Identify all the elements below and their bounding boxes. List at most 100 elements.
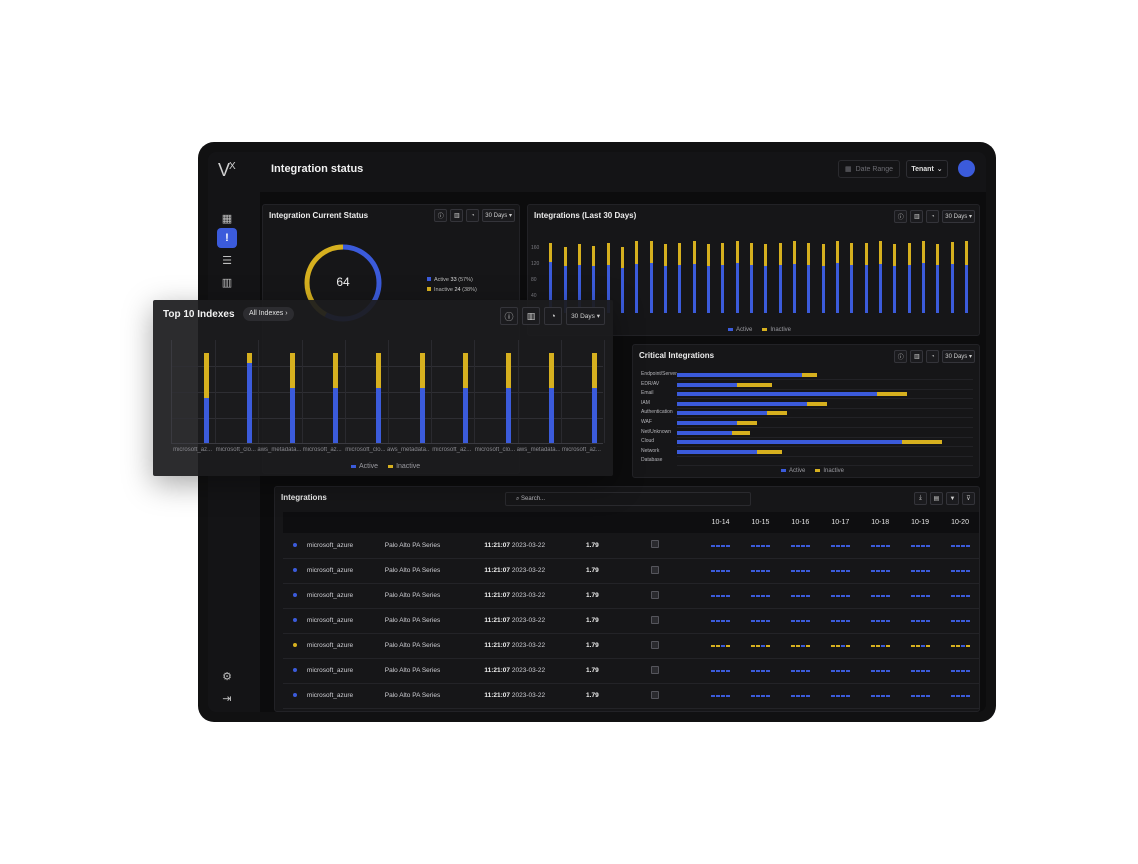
status-dash [845,595,850,597]
filter-button[interactable]: ▼ [946,492,959,505]
status-dash [845,670,850,672]
status-dash [870,570,875,572]
integrations-table: 10-14 10-15 10-16 10-17 10-18 10-19 10-20 micr… [283,512,979,709]
status-cell [283,608,307,634]
pie-chart-button[interactable]: ◔ [926,350,940,363]
top10-x-label: aws_metadata... [516,447,560,453]
dashboard-icon[interactable]: ▦ [221,212,233,225]
legend-swatch [728,327,733,331]
status-dash [726,595,731,597]
top10-gridline-v [474,340,476,443]
status-dash [910,645,915,647]
reports-icon[interactable]: ▥ [221,276,233,289]
top10-legend: Active Inactive [351,463,420,470]
tasks-icon[interactable]: ☰ [222,254,232,267]
status-dash [726,620,731,622]
logout-icon[interactable]: ⇥ [222,692,232,705]
trend-bar-active [692,263,696,313]
columns-button[interactable]: ▤ [930,492,943,505]
pie-chart-button[interactable]: ◔ [926,210,940,223]
daily-status-dashes [790,570,810,572]
search-input[interactable]: ⌕ Search... [505,492,751,506]
tenant-select[interactable]: Tenant ⌄ [906,160,948,178]
daily-status-dashes [711,645,731,647]
daily-status-dashes [830,544,850,547]
info-button[interactable]: ⓘ [434,209,448,222]
critical-bar-label: Endpoint/Server [641,371,677,377]
legend-item: Inactive [815,468,844,474]
status-dash [711,620,716,622]
avatar[interactable] [958,160,975,177]
status-dash [750,570,755,572]
pie-chart-button[interactable]: ◔ [544,307,563,325]
bar-chart-button[interactable]: ▥ [522,307,541,325]
critical-gridline [677,427,973,428]
value-cell: 1.79 [586,583,651,609]
row-checkbox[interactable] [650,565,659,574]
status-dash [965,595,970,597]
status-dash [755,595,760,597]
status-dash [765,595,770,597]
status-dash [880,695,885,697]
row-checkbox[interactable] [650,590,659,599]
value-cell: 1.79 [586,633,651,659]
info-button[interactable]: ⓘ [500,307,519,325]
timestamp: 11:21:07 2023-03-22 [484,658,587,684]
daily-status-dashes [711,670,731,672]
row-checkbox[interactable] [650,640,659,649]
status-dash [795,544,800,547]
status-dash [716,670,721,672]
status-cell [283,558,307,584]
critical-gridline [677,446,973,448]
status-dash [835,670,840,672]
checkbox-cell [650,608,701,634]
integration-name: microsoft_azure [306,683,385,709]
row-checkbox[interactable] [650,540,659,549]
status-dash [880,670,885,672]
app-logo: VX [218,160,236,180]
bar-chart-button[interactable]: ▥ [450,209,464,222]
status-dash [755,544,760,547]
bar-chart-button[interactable]: ▥ [910,210,924,223]
legend-value: 33 [450,277,459,283]
pie-chart-button[interactable]: ◔ [466,209,480,222]
range-select[interactable]: 30 Days ▾ [482,209,515,222]
status-dash [765,695,770,697]
top10-chart [171,340,605,444]
row-checkbox[interactable] [650,665,659,674]
row-checkbox[interactable] [650,690,659,699]
settings-icon[interactable]: ⚙ [222,670,232,683]
row-checkbox[interactable] [650,615,659,624]
daily-status-cell [860,683,901,709]
daily-status-dashes [950,570,970,572]
trend-bar-active [635,263,639,313]
date-range-picker[interactable]: ▦ Date Range [838,160,900,178]
critical-gridline [677,388,973,390]
info-button[interactable]: ⓘ [894,210,908,223]
daily-status-dashes [870,620,890,622]
top10-bar-active [333,388,339,443]
legend-swatch [781,468,786,472]
range-select[interactable]: 30 Days ▾ [942,350,975,363]
range-select[interactable]: 30 Days ▾ [566,307,605,325]
status-dash [716,595,721,597]
bar-chart-button[interactable]: ▥ [910,350,924,363]
clear-filter-button[interactable]: ⊽ [962,492,975,505]
download-button[interactable]: ⤓ [914,492,927,505]
status-dash [915,695,920,697]
daily-status-dashes [870,595,890,597]
trend-bar-active [835,263,839,313]
legend-label: Inactive [770,327,792,333]
daily-status-dashes [711,620,731,622]
daily-status-cell [860,608,901,634]
range-select[interactable]: 30 Days ▾ [942,210,975,223]
alert-icon[interactable]: ! [217,228,237,248]
index-filter-chip[interactable]: All Indexes › [243,307,294,321]
status-dash [835,595,840,597]
status-dash [750,595,755,597]
info-button[interactable]: ⓘ [894,350,908,363]
integration-type: Palo Alto PA Series [384,558,485,584]
status-dash [875,595,880,597]
trend-bar-active [735,263,739,313]
integration-type: Palo Alto PA Series [384,658,485,684]
